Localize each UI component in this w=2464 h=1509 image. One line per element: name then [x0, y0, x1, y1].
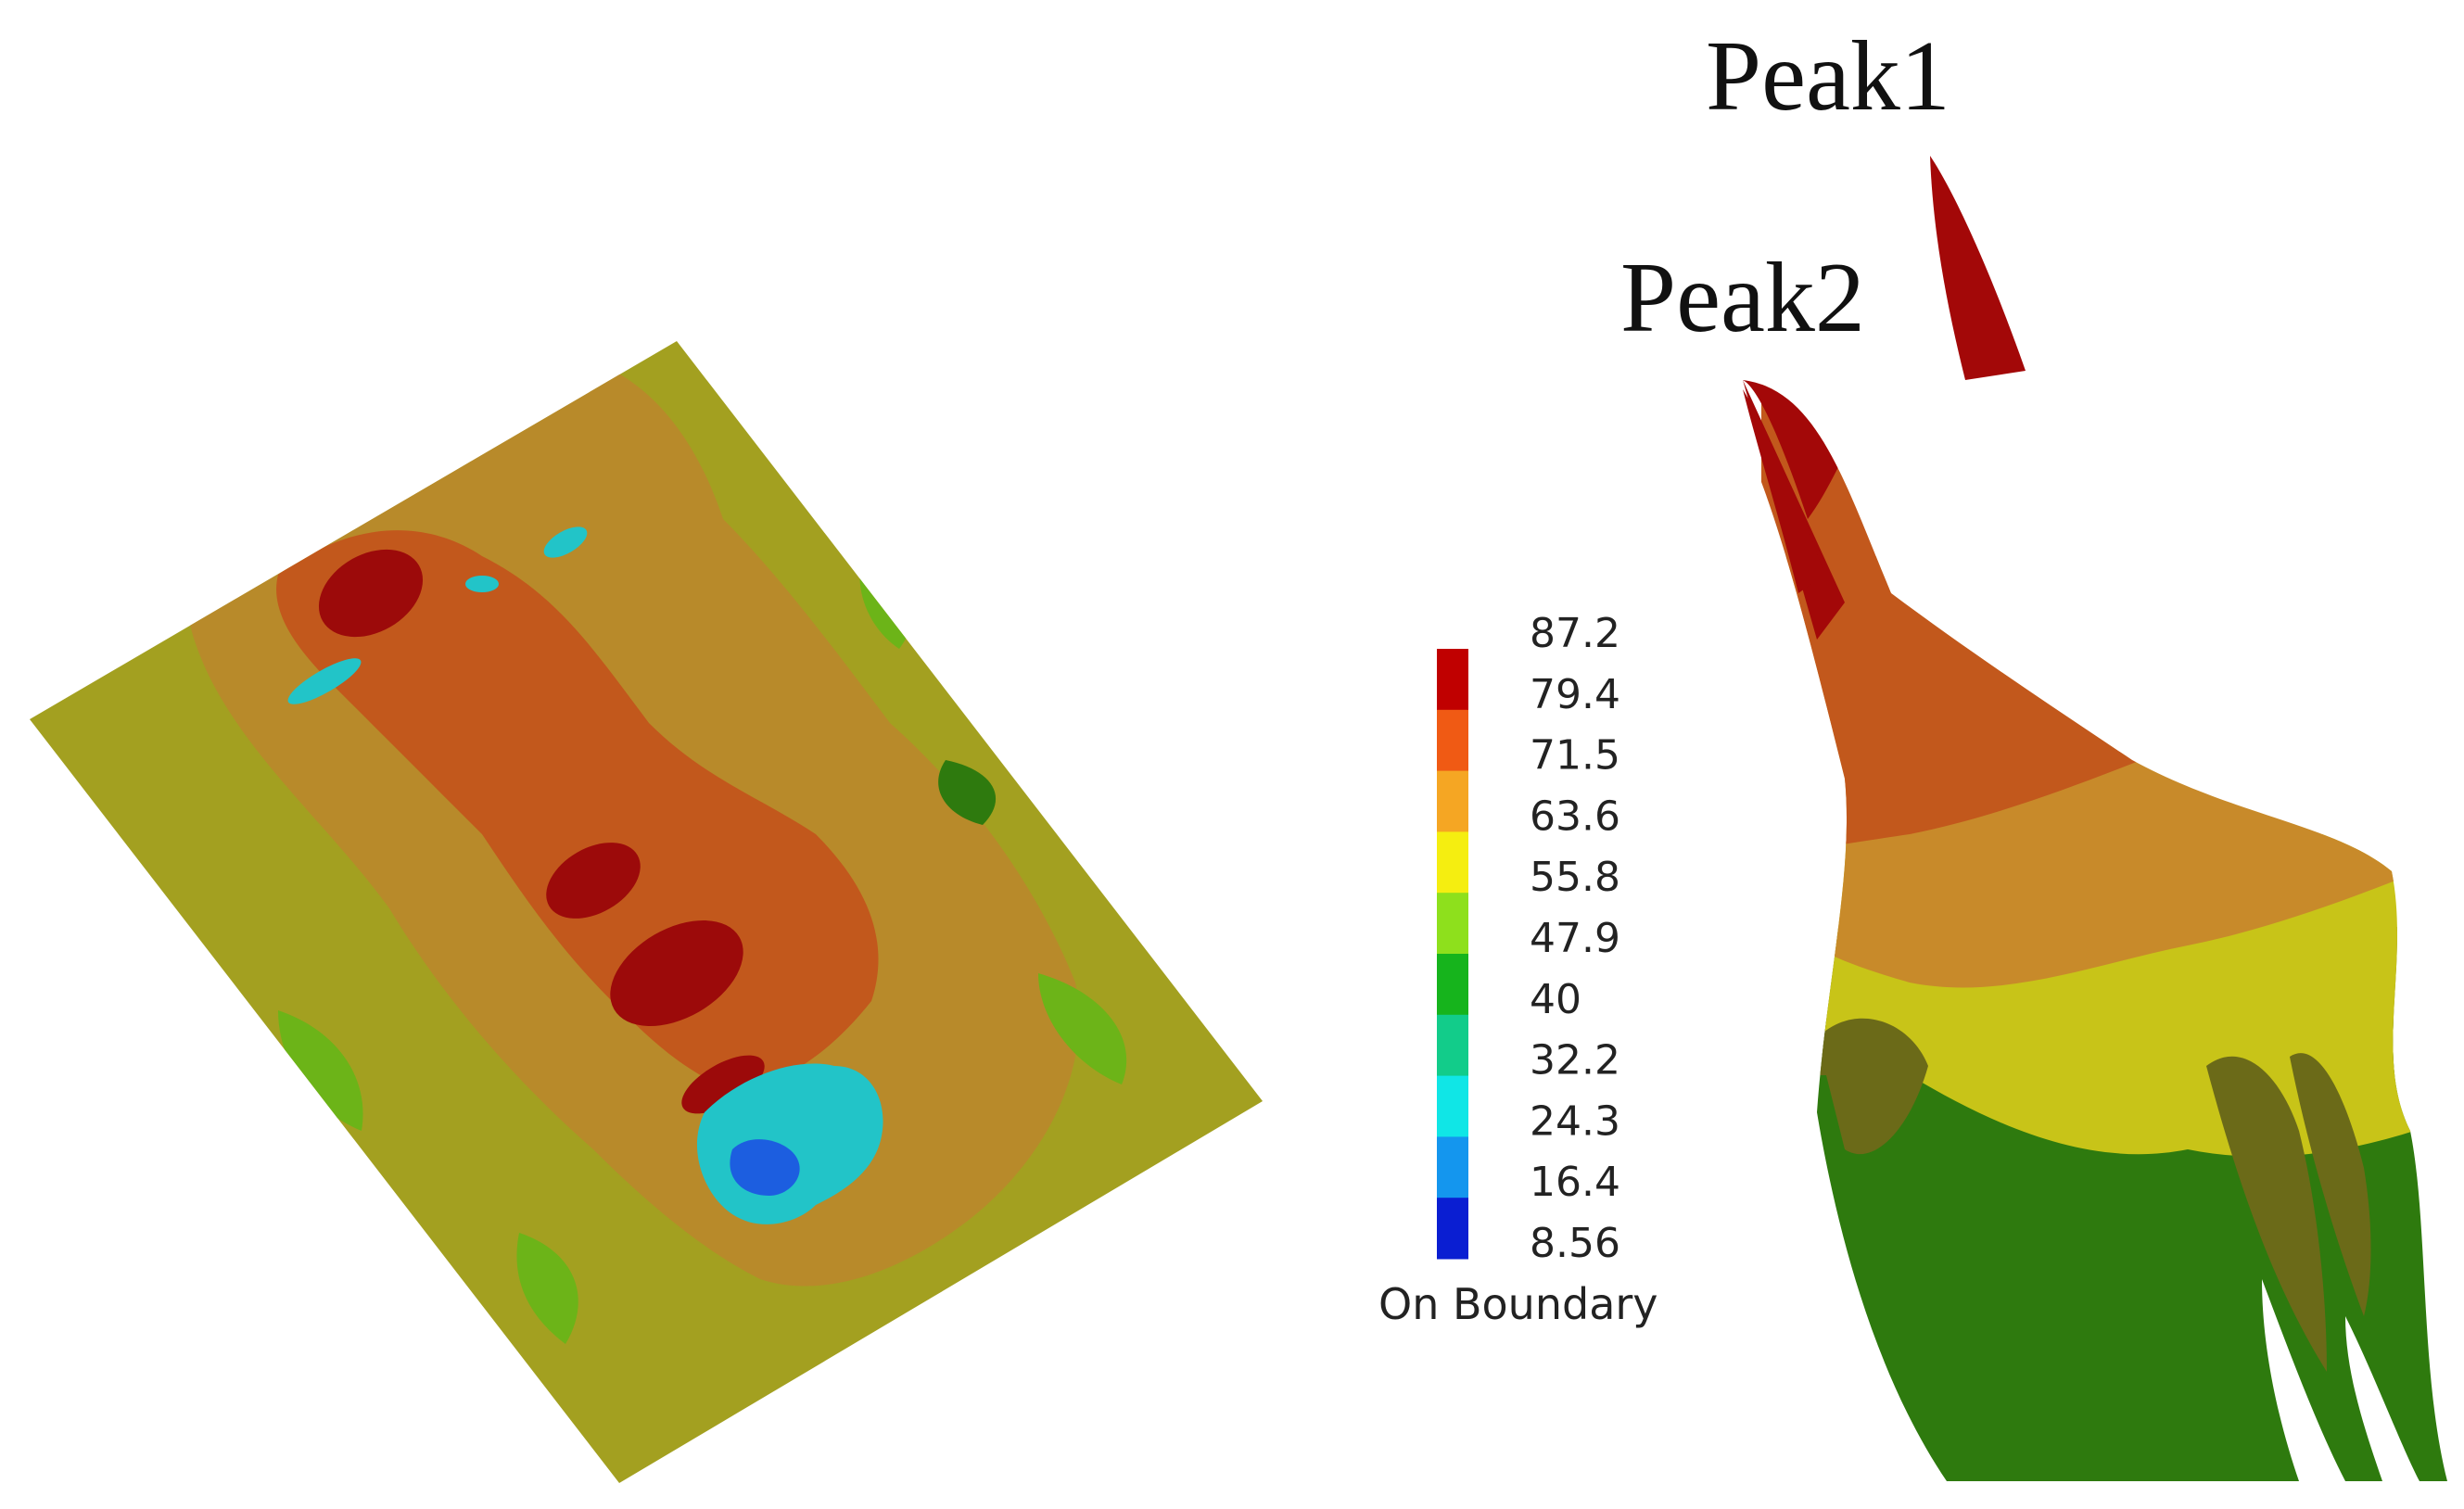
contour-plate [30, 341, 1263, 1483]
plate-green-patch-5 [1038, 973, 1127, 1084]
legend-swatch [1437, 831, 1468, 894]
plate-hotspot-2 [546, 843, 641, 919]
surface-white-gap-2 [2345, 1316, 2420, 1481]
color-legend: 87.2 79.4 71.5 63.6 55.8 47.9 40 32.2 24.3 16.4 8.… [1378, 610, 1658, 1329]
legend-tick-label: 40 [1530, 976, 1581, 1023]
plate-lowest-region [730, 1139, 800, 1196]
legend-tick-label: 71.5 [1530, 732, 1620, 780]
legend-tick-label: 16.4 [1530, 1159, 1620, 1206]
legend-swatch [1437, 954, 1468, 1016]
surface-olive-wedge-1 [1817, 1018, 1928, 1155]
legend-tick-label: 79.4 [1530, 671, 1620, 718]
plate-cyan-blob-1 [287, 658, 362, 704]
surface-orange-band [1761, 380, 2447, 853]
legend-tick-labels: 87.2 79.4 71.5 63.6 55.8 47.9 40 32.2 24.3 16.4 8.… [1530, 610, 1620, 1267]
legend-caption: On Boundary [1378, 1279, 1658, 1329]
peak1-label: Peak1 [1706, 21, 1950, 132]
legend-tick-label: 24.3 [1530, 1097, 1620, 1145]
legend-tick-label: 47.9 [1530, 915, 1620, 962]
legend-tick-label: 55.8 [1530, 854, 1620, 901]
surface-olive-wedge-2 [2206, 1056, 2327, 1372]
legend-tick-label: 8.56 [1530, 1220, 1620, 1267]
plate-hotspot-3 [610, 920, 743, 1026]
legend-color-bar [1437, 649, 1468, 1260]
plate-green-patch-4 [516, 1233, 578, 1344]
plate-hotspot-4 [681, 1055, 765, 1114]
plate-hotspot-1 [318, 549, 424, 638]
legend-swatch [1437, 709, 1468, 772]
surface-peak2-tip [1743, 389, 1824, 593]
surface-olive-wedge-3 [2290, 1053, 2371, 1316]
legend-tick-label: 87.2 [1530, 610, 1620, 657]
legend-tick-label: 63.6 [1530, 793, 1620, 840]
legend-swatch [1437, 649, 1468, 711]
legend-swatch [1437, 1075, 1468, 1137]
legend-swatch [1437, 1014, 1468, 1077]
legend-swatch [1437, 1198, 1468, 1260]
surface-peak1-tip [1930, 156, 2026, 380]
legend-swatch [1437, 1136, 1468, 1198]
peak2-label: Peak2 [1620, 243, 1865, 353]
plate-green-patch-3 [278, 1010, 363, 1131]
legend-swatch [1437, 770, 1468, 832]
plate-cyan-blob-3 [543, 526, 588, 558]
surface-3d [1743, 156, 2447, 1481]
legend-tick-label: 32.2 [1530, 1037, 1620, 1084]
surface-white-gap-1 [2262, 1279, 2345, 1481]
plate-green-patch-2 [938, 760, 997, 825]
legend-swatch [1437, 893, 1468, 955]
plate-cyan-blob-2 [465, 576, 499, 592]
